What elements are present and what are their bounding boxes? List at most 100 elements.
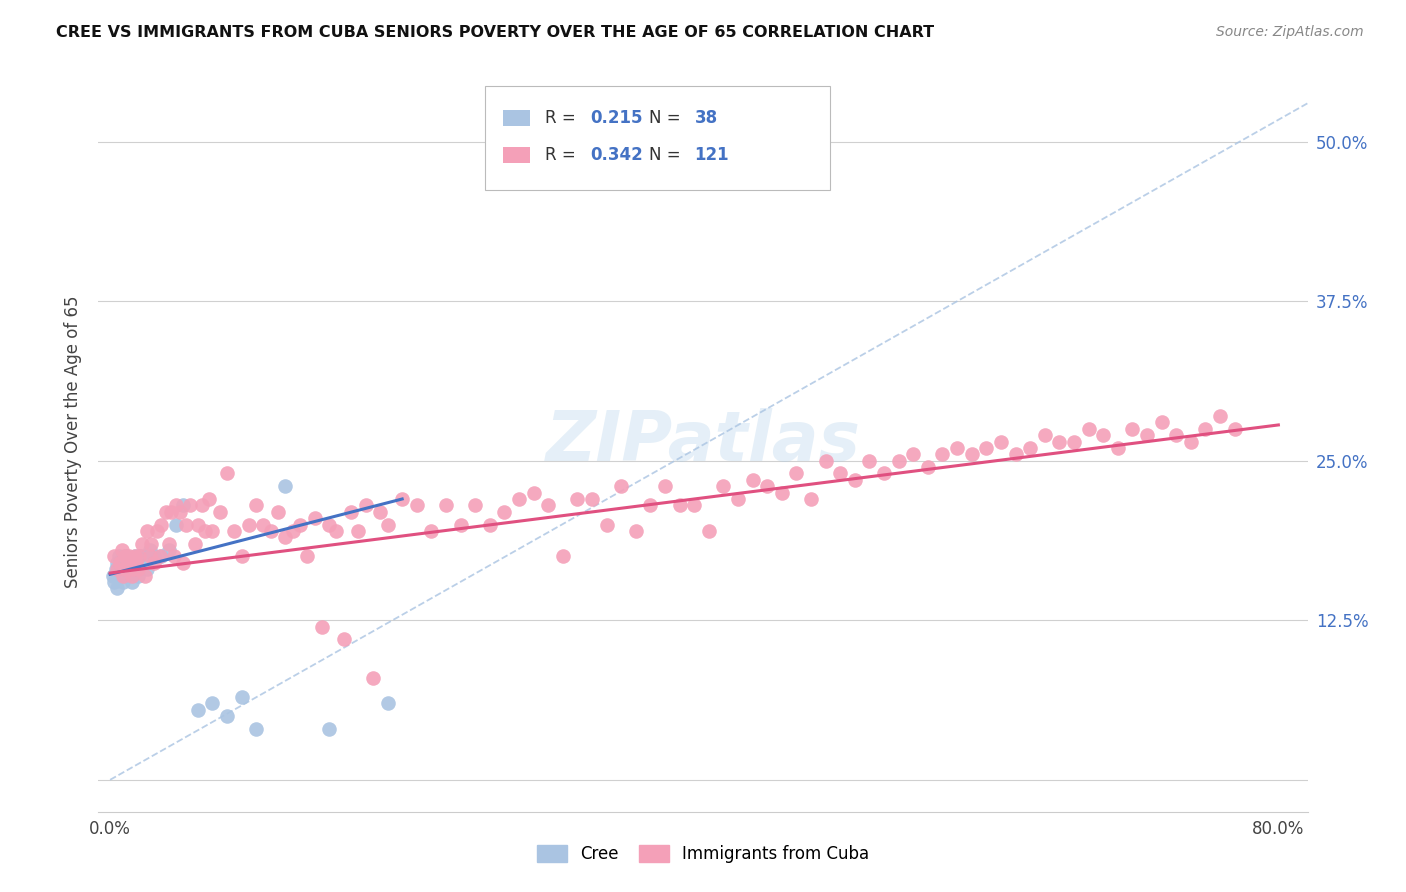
Point (121, 556, 143, 570)
Point (405, 499, 427, 513)
Point (118, 556, 141, 570)
Point (117, 556, 139, 570)
Point (624, 524, 647, 538)
Point (172, 499, 194, 513)
FancyBboxPatch shape (503, 110, 530, 126)
Point (125, 556, 148, 570)
Point (114, 549, 136, 564)
Point (318, 517, 340, 532)
Point (1107, 441, 1129, 455)
Point (274, 530, 297, 544)
Point (1047, 434, 1070, 449)
Point (128, 549, 150, 564)
Point (174, 517, 197, 532)
Point (683, 499, 706, 513)
Point (138, 543, 160, 558)
Text: Source: ZipAtlas.com: Source: ZipAtlas.com (1216, 25, 1364, 39)
Point (844, 473, 866, 487)
Point (124, 549, 146, 564)
Point (332, 632, 354, 647)
Point (146, 524, 169, 538)
Point (114, 568, 136, 582)
Point (464, 499, 486, 513)
Point (215, 467, 238, 481)
Point (194, 524, 217, 538)
Point (368, 505, 391, 519)
Point (134, 568, 156, 582)
Point (727, 491, 749, 506)
Point (304, 511, 326, 525)
Point (697, 524, 720, 538)
Text: 0.215: 0.215 (591, 109, 643, 127)
Point (111, 556, 134, 570)
Point (800, 491, 823, 506)
Point (122, 562, 145, 576)
Point (165, 517, 187, 532)
Point (142, 549, 165, 564)
Point (640, 499, 662, 513)
Text: R =: R = (544, 146, 581, 164)
Point (131, 536, 153, 550)
Point (785, 467, 807, 481)
Point (157, 536, 180, 550)
Point (1136, 428, 1159, 442)
Point (135, 562, 157, 576)
Point (523, 485, 546, 500)
Point (245, 499, 267, 513)
Point (1004, 447, 1026, 461)
Point (104, 562, 127, 576)
Point (814, 453, 837, 467)
Point (1180, 434, 1202, 449)
Point (1223, 422, 1246, 436)
Point (297, 549, 319, 564)
Point (127, 562, 149, 576)
Y-axis label: Seniors Poverty Over the Age of 65: Seniors Poverty Over the Age of 65 (65, 295, 83, 588)
Point (121, 574, 143, 589)
Legend: Cree, Immigrants from Cuba: Cree, Immigrants from Cuba (530, 838, 876, 870)
Point (567, 491, 589, 506)
Point (1194, 422, 1216, 436)
Point (103, 574, 125, 589)
Point (142, 556, 165, 570)
Point (1166, 428, 1188, 442)
Point (157, 543, 180, 558)
Point (770, 485, 793, 500)
Point (112, 568, 135, 582)
Point (508, 491, 530, 506)
Point (127, 568, 149, 582)
Point (887, 453, 910, 467)
Point (224, 524, 246, 538)
Point (111, 543, 134, 558)
Point (1019, 441, 1042, 455)
Point (115, 562, 138, 576)
Point (318, 722, 340, 736)
Point (347, 524, 370, 538)
Point (198, 491, 221, 506)
Point (107, 582, 129, 596)
Point (169, 505, 191, 519)
Point (361, 671, 384, 685)
Point (187, 703, 209, 717)
Point (595, 517, 617, 532)
Point (830, 467, 852, 481)
FancyBboxPatch shape (485, 87, 830, 190)
Point (434, 499, 457, 513)
Point (450, 517, 472, 532)
Point (1209, 409, 1232, 423)
Point (903, 447, 925, 461)
Point (377, 696, 399, 710)
Point (114, 549, 136, 564)
Point (108, 549, 131, 564)
Point (252, 517, 274, 532)
Point (267, 505, 290, 519)
Point (1150, 416, 1173, 430)
Point (191, 499, 214, 513)
Point (990, 434, 1012, 449)
Point (107, 562, 129, 576)
Point (138, 549, 160, 564)
Point (325, 524, 347, 538)
Point (420, 524, 443, 538)
Point (179, 499, 201, 513)
Point (960, 447, 983, 461)
Point (208, 505, 231, 519)
